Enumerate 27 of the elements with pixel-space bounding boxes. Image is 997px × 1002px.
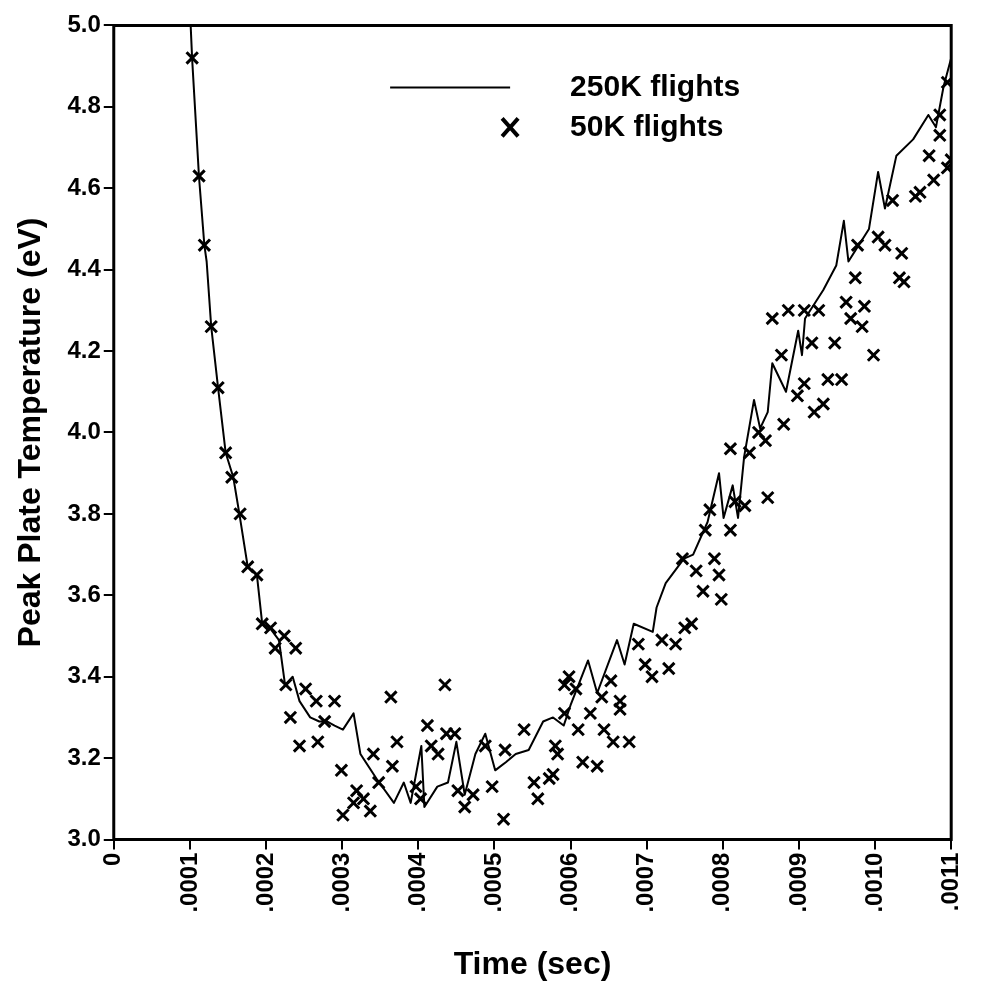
x-tick-label: .0007 (631, 852, 659, 913)
x-tick-label: .0006 (555, 852, 583, 913)
y-tick-label: 4.0 (67, 417, 101, 445)
y-tick-label: 4.2 (67, 335, 101, 363)
legend-label: 50K flights (570, 108, 724, 142)
x-tick-label: .0009 (783, 852, 811, 913)
y-tick-label: 5.0 (67, 10, 101, 38)
y-tick-label: 3.8 (67, 498, 101, 526)
x-tick-label: .0002 (250, 852, 278, 913)
y-tick-label: 3.0 (67, 824, 101, 852)
y-tick-label: 4.6 (67, 172, 101, 200)
x-tick-label: .0003 (326, 852, 354, 913)
legend-label: 250K flights (570, 68, 741, 102)
y-tick-label: 4.4 (67, 254, 102, 282)
y-tick-label: 4.8 (67, 91, 101, 119)
y-tick-label: 3.4 (67, 661, 102, 689)
y-tick-label: 3.2 (67, 742, 101, 770)
x-tick-label: .0001 (174, 852, 202, 913)
y-tick-label: 3.6 (67, 579, 101, 607)
x-axis-title: Time (sec) (453, 944, 612, 981)
x-tick-label: 0 (98, 852, 126, 866)
x-tick-label: .0004 (402, 851, 430, 913)
x-tick-label: .0011 (935, 852, 963, 912)
x-tick-label: .0005 (479, 852, 507, 913)
x-tick-label: .0010 (859, 852, 887, 913)
y-axis-title: Peak Plate Temperature (eV) (11, 217, 48, 648)
x-tick-label: .0008 (707, 852, 735, 913)
